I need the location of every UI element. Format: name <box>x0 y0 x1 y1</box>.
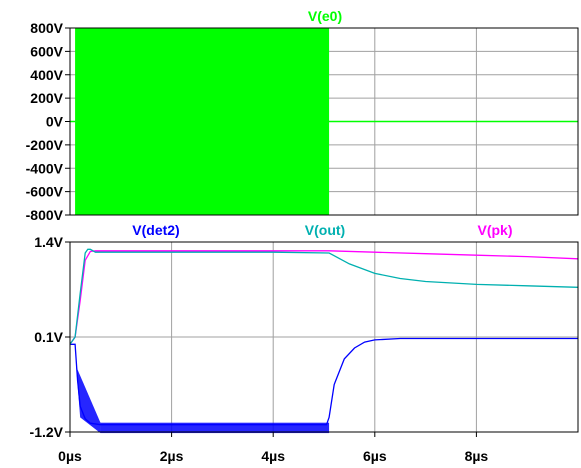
x-tick-label: 4µs <box>261 448 285 464</box>
y-tick-label: 400V <box>30 67 63 83</box>
y-tick-label: -400V <box>26 160 64 176</box>
y-tick-label: -200V <box>26 137 64 153</box>
series-v-out <box>69 248 579 345</box>
y-tick-label: 0.1V <box>34 329 63 345</box>
x-tick-label: 0µs <box>58 448 82 464</box>
plot-frame <box>69 27 579 216</box>
trace-title-v-det2: V(det2) <box>132 222 179 238</box>
series-v-out-line <box>69 248 579 345</box>
y-tick-label: 800V <box>30 20 63 36</box>
y-tick-label: 200V <box>30 90 63 106</box>
y-tick-label: -1.2V <box>30 424 64 440</box>
y-tick-label: -600V <box>26 184 64 200</box>
series-v-e0 <box>70 28 578 215</box>
y-tick-label: 1.4V <box>34 234 63 250</box>
grid <box>70 241 578 433</box>
y-tick-label: -800V <box>26 207 64 223</box>
series-v-pk-line <box>69 250 579 345</box>
top-plot-pane[interactable]: 800V 600V 400V 200V 0V -200V -400V -600V -800V V(… <box>26 8 579 223</box>
series-v-det2-ripple <box>100 422 330 434</box>
trace-title-v-pk: V(pk) <box>478 222 513 238</box>
series-v-det2 <box>70 337 578 434</box>
bottom-plot-pane[interactable]: 1.4V 0.1V -1.2V V(det2) V(out) V(pk) 0µs 2µs 4µs… <box>30 222 579 464</box>
series-v-det2-line <box>70 337 578 426</box>
y-tick-label: 600V <box>30 43 63 59</box>
x-tick-label: 6µs <box>363 448 387 464</box>
series-v-e0-burst <box>75 28 330 215</box>
x-tick-label: 2µs <box>160 448 184 464</box>
y-tick-label: 0V <box>46 114 64 130</box>
plot-frame <box>69 241 579 433</box>
series-v-pk <box>69 250 579 345</box>
x-tick-label: 8µs <box>465 448 489 464</box>
series-v-det2-ripple-edge <box>76 366 101 434</box>
trace-title-v-out: V(out) <box>305 222 345 238</box>
trace-title-v-e0: V(e0) <box>308 8 342 24</box>
